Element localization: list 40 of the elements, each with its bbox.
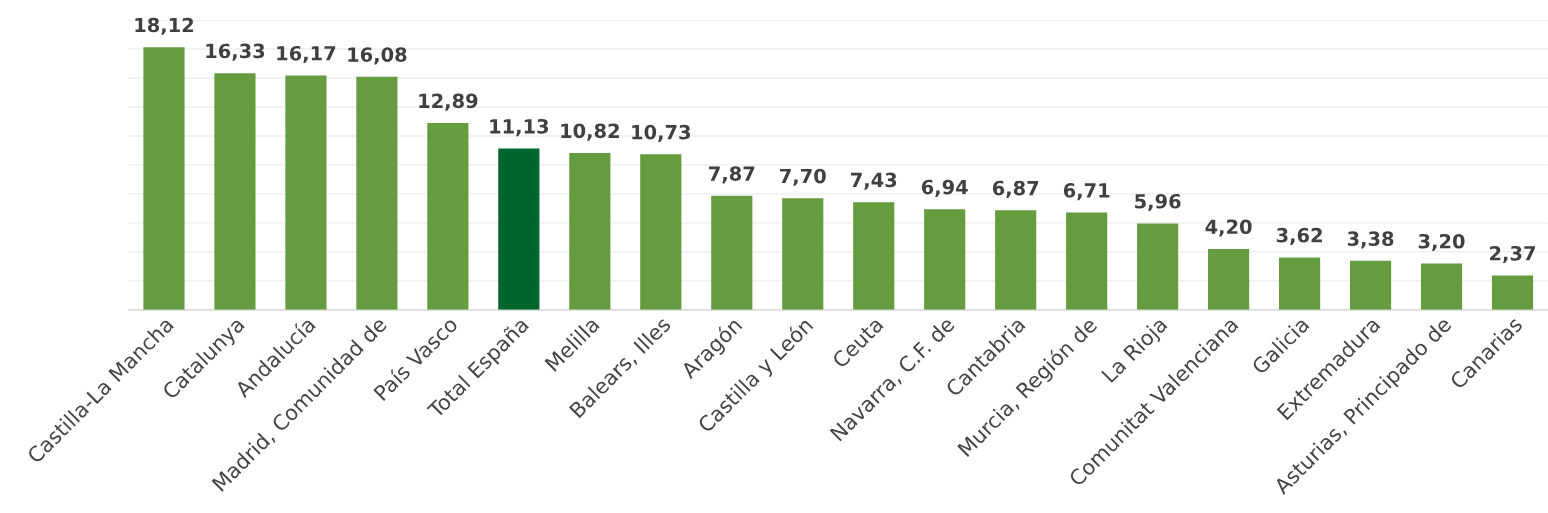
data-label: 7,87 <box>709 166 755 184</box>
bar <box>782 198 824 310</box>
bar <box>1208 248 1250 310</box>
data-label: 7,70 <box>780 168 826 186</box>
data-label: 10,82 <box>561 123 619 141</box>
bar <box>427 123 469 310</box>
data-label: 16,33 <box>206 43 265 61</box>
bar <box>1491 275 1534 310</box>
bar <box>285 75 327 310</box>
data-label: 10,73 <box>632 124 691 142</box>
bar <box>143 47 185 310</box>
bar <box>1420 263 1463 310</box>
data-label: 3,20 <box>1418 233 1465 252</box>
bar <box>498 148 540 310</box>
bar <box>1349 260 1392 310</box>
bar <box>853 202 895 310</box>
bar <box>711 195 753 310</box>
bar <box>1137 223 1179 310</box>
data-label: 12,89 <box>419 93 478 111</box>
bar <box>640 154 682 310</box>
data-label: 3,38 <box>1347 231 1394 249</box>
data-label: 2,37 <box>1490 245 1535 264</box>
bar <box>1066 212 1108 310</box>
bar <box>924 209 966 310</box>
bar <box>214 73 256 310</box>
data-label: 18,12 <box>135 17 194 35</box>
bar <box>995 210 1037 310</box>
data-label: 6,87 <box>992 180 1039 198</box>
data-label: 3,62 <box>1276 227 1322 245</box>
data-label: 11,13 <box>490 118 549 137</box>
data-label: 16,08 <box>348 47 407 65</box>
bar <box>1279 257 1321 310</box>
data-label: 4,20 <box>1205 219 1252 237</box>
data-label: 6,94 <box>921 179 968 197</box>
bar <box>569 153 611 310</box>
data-label: 7,43 <box>851 172 897 190</box>
data-label: 6,71 <box>1063 183 1110 201</box>
bar <box>356 76 398 310</box>
data-label: 5,96 <box>1135 193 1181 212</box>
data-label: 16,17 <box>277 45 336 64</box>
